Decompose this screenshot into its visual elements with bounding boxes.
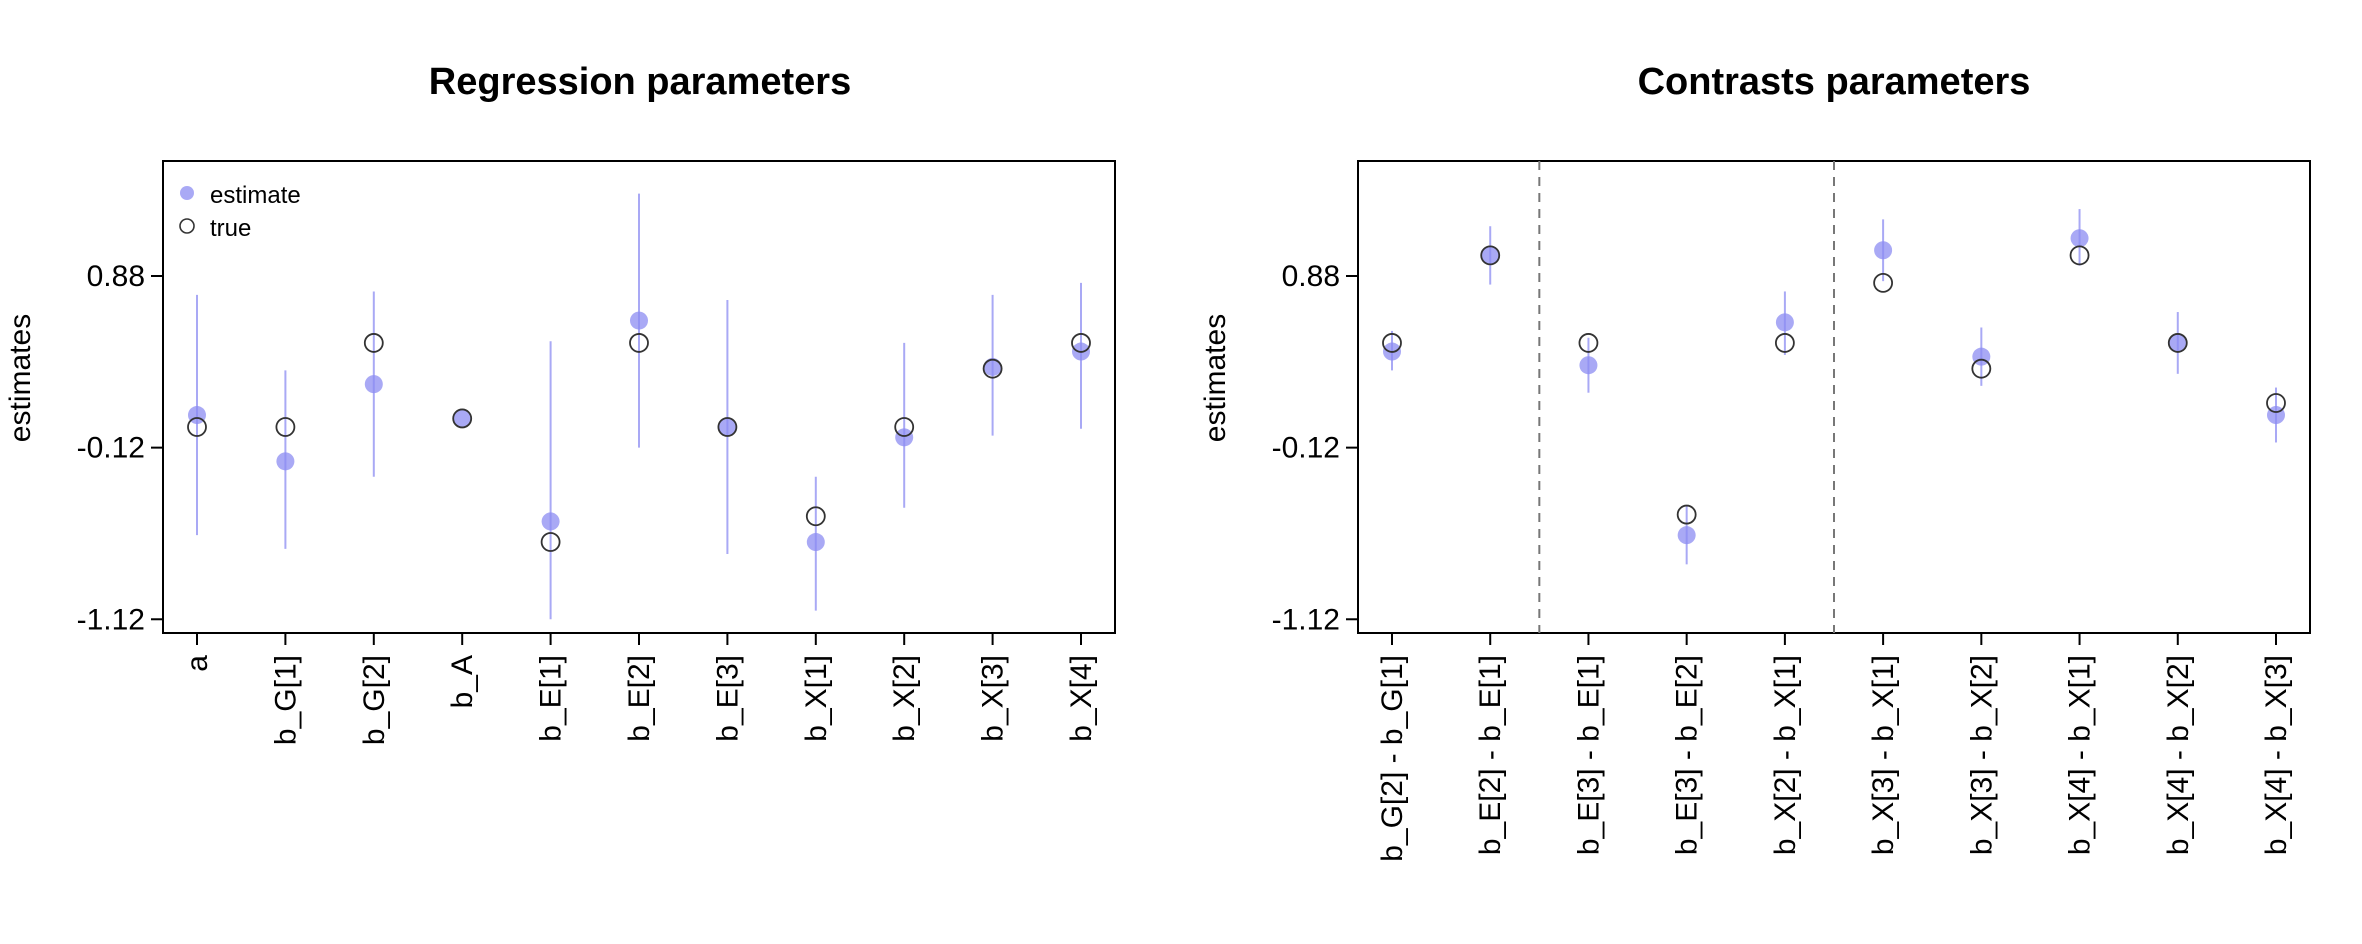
estimate-point: [1677, 526, 1696, 545]
true-point: [1676, 504, 1697, 525]
x-tick-label: b_X[2]: [888, 655, 921, 742]
estimate-point: [1874, 241, 1893, 260]
estimate-point: [718, 418, 737, 437]
true-point: [1071, 333, 1091, 353]
estimate-point: [1481, 246, 1500, 265]
estimate-point: [364, 375, 383, 394]
true-point: [1578, 333, 1599, 353]
x-tick-label: b_G[2]: [358, 655, 391, 745]
x-tick-label: b_E[3] - b_E[2]: [1671, 655, 1704, 855]
estimate-point: [2070, 229, 2089, 248]
estimate-point: [276, 452, 295, 471]
legend-estimate-label: estimate: [210, 182, 301, 209]
x-tick-label: a: [181, 655, 214, 672]
x-tick-label: b_X[4] - b_X[2]: [2162, 655, 2195, 855]
true-point: [2069, 245, 2090, 266]
x-tick-label: b_E[3] - b_E[1]: [1572, 655, 1605, 855]
legend-true-marker: [179, 218, 195, 234]
x-tick-label: b_X[1]: [800, 655, 833, 742]
true-point: [2167, 333, 2188, 353]
estimate-point: [2168, 333, 2187, 352]
true-point: [187, 417, 207, 437]
estimate-point: [453, 409, 472, 428]
true-point: [2266, 393, 2286, 413]
estimate-point: [983, 357, 1002, 376]
true-point: [1480, 245, 1501, 266]
true-point: [717, 417, 738, 437]
contrasts-parameters-panel: Contrasts parameters estimates 0.88 -0.12…: [1199, 61, 2311, 862]
x-tick-label: b_A: [446, 655, 479, 708]
x-tick-label: b_E[2]: [623, 655, 656, 742]
true-point: [1873, 272, 1894, 293]
true-point: [1382, 333, 1402, 353]
x-tick-label: b_E[2] - b_E[1]: [1474, 655, 1507, 855]
x-tick-label: b_X[3] - b_X[1]: [1867, 655, 1900, 855]
legend-true-label: true: [210, 215, 251, 242]
true-point: [275, 417, 296, 437]
y-tick-label: 0.88: [1282, 260, 1340, 293]
x-tick-label: b_X[4] - b_X[1]: [2064, 655, 2097, 855]
y-tick-label: -1.12: [1272, 603, 1340, 636]
y-tick-label: 0.88: [87, 260, 145, 293]
legend-estimate-marker: [180, 186, 194, 200]
true-point: [452, 408, 473, 429]
x-tick-label: b_G[2] - b_G[1]: [1376, 655, 1409, 862]
x-tick-label: b_X[4] - b_X[3]: [2260, 655, 2293, 855]
x-tick-label: b_X[2] - b_X[1]: [1769, 655, 1802, 855]
regression-parameters-panel: Regression parameters estimates estimate…: [4, 61, 1116, 745]
legend: estimate true: [179, 182, 301, 242]
estimate-point: [541, 512, 560, 531]
x-tick-label: b_E[3]: [711, 655, 744, 742]
chart-title: Regression parameters: [429, 61, 851, 103]
true-point: [1971, 358, 1992, 379]
true-point: [1774, 333, 1795, 353]
estimate-point: [630, 311, 648, 330]
y-axis-label: estimates: [1199, 314, 1232, 442]
estimate-point: [895, 428, 914, 447]
true-point: [363, 333, 384, 353]
chart-title: Contrasts parameters: [1638, 61, 2031, 103]
y-axis-label: estimates: [4, 314, 37, 442]
estimate-point: [1579, 356, 1598, 375]
true-point: [540, 532, 561, 552]
x-tick-label: b_X[4]: [1065, 655, 1098, 742]
y-tick-label: -0.12: [1272, 432, 1340, 465]
y-tick-label: -1.12: [77, 603, 145, 636]
x-tick-label: b_X[3] - b_X[2]: [1965, 655, 1998, 855]
true-point: [629, 333, 649, 353]
estimate-point: [1775, 313, 1794, 332]
x-tick-label: b_X[3]: [977, 655, 1010, 742]
true-point: [894, 417, 915, 437]
estimate-point: [806, 533, 825, 552]
y-tick-label: -0.12: [77, 432, 145, 465]
x-tick-label: b_E[1]: [535, 655, 568, 742]
true-point: [805, 506, 826, 527]
x-tick-label: b_G[1]: [269, 655, 302, 745]
true-point: [982, 358, 1003, 379]
